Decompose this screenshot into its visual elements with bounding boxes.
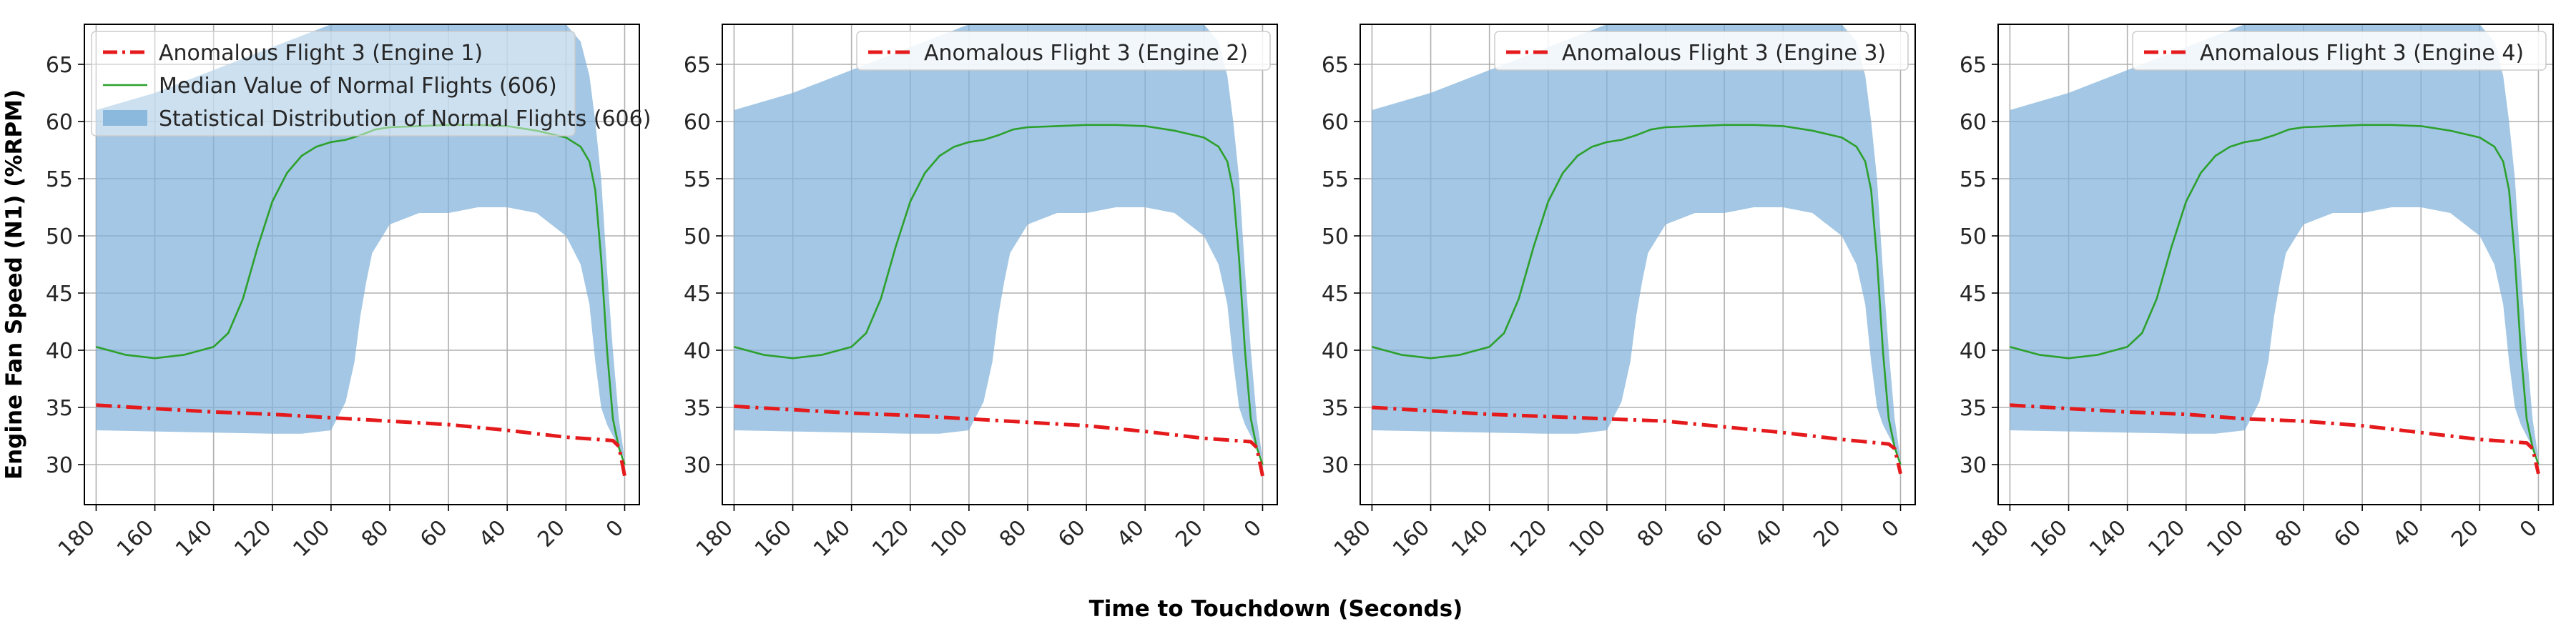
median-line: [96, 124, 626, 465]
panel-2-ytick-label: 35: [684, 396, 711, 421]
anomalous-line: [734, 404, 1264, 477]
legend-label: Anomalous Flight 3 (Engine 2): [924, 41, 1248, 66]
panel-4-ytick-label: 50: [1960, 224, 1987, 249]
panel-2-legend-box: [856, 31, 1271, 71]
panel-2-data: [734, 24, 1264, 477]
legend-label: Anomalous Flight 3 (Engine 1): [159, 41, 483, 66]
panel-4-data: [2010, 24, 2540, 475]
panel-1-ytick-label: 65: [46, 53, 73, 78]
anomalous-line: [2010, 403, 2540, 475]
panel-4-legend: Anomalous Flight 3 (Engine 4): [2132, 31, 2547, 71]
panel-3-legend-box: [1494, 31, 1909, 71]
panel-4-ytick-label: 55: [1960, 167, 1987, 192]
panel-3-ytick-label: 65: [1322, 53, 1349, 78]
panel-2-ytick-label: 45: [684, 282, 711, 307]
panel-3-legend: Anomalous Flight 3 (Engine 3): [1494, 31, 1909, 71]
legend-label: Statistical Distribution of Normal Fligh…: [159, 107, 651, 132]
panel-4-ytick-label: 60: [1960, 110, 1987, 135]
panel-4-ytick-label: 45: [1960, 282, 1987, 307]
panel-1-legend-box: [91, 31, 576, 137]
distribution-band: [96, 24, 625, 459]
panel-4-legend-box: [2132, 31, 2547, 71]
panel-1-frame: [84, 24, 640, 505]
panel-3-frame: [1360, 24, 1916, 505]
distribution-band: [734, 24, 1263, 459]
panel-4-frame: [1997, 24, 2554, 505]
panel-1-ytick-label: 55: [46, 167, 73, 192]
y-axis-title: Engine Fan Speed (N1) (%RPM): [1, 89, 27, 480]
panel-1-ytick-label: 35: [46, 396, 73, 421]
legend-distribution-handle: [103, 110, 147, 126]
panel-2-ytick-label: 55: [684, 167, 711, 192]
panel-2-ytick-label: 65: [684, 53, 711, 78]
panel-2-ytick-label: 30: [684, 453, 711, 478]
panel-3-ytick-label: 55: [1322, 167, 1349, 192]
legend-label: Anomalous Flight 3 (Engine 4): [2200, 41, 2524, 66]
panel-2-ytick-label: 40: [684, 339, 711, 364]
median-line: [2010, 124, 2540, 465]
panel-3-ytick-label: 35: [1322, 396, 1349, 421]
panel-3-data: [1372, 24, 1902, 475]
panel-1-data: [96, 24, 626, 477]
panel-2-ytick-label: 60: [684, 110, 711, 135]
panel-3-ytick-label: 60: [1322, 110, 1349, 135]
panel-2-legend: Anomalous Flight 3 (Engine 2): [856, 31, 1271, 71]
panel-1-ytick-label: 50: [46, 224, 73, 249]
panel-1-ytick-label: 45: [46, 282, 73, 307]
panel-4-ytick-label: 30: [1960, 453, 1987, 478]
panel-2-ytick-label: 50: [684, 224, 711, 249]
anomalous-line: [96, 403, 626, 477]
panel-1-ytick-label: 40: [46, 339, 73, 364]
median-line: [1372, 124, 1902, 465]
panel-1-ytick-label: 60: [46, 110, 73, 135]
panel-4-ytick-label: 65: [1960, 53, 1987, 78]
panel-3-ytick-label: 45: [1322, 282, 1349, 307]
panel-1-legend: Anomalous Flight 3 (Engine 1) Median Valu…: [91, 31, 651, 137]
legend-label: Anomalous Flight 3 (Engine 3): [1562, 41, 1886, 66]
median-line: [734, 124, 1264, 465]
panel-3-ytick-label: 30: [1322, 453, 1349, 478]
panel-3-ytick-label: 40: [1322, 339, 1349, 364]
panel-1-ytick-label: 30: [46, 453, 73, 478]
distribution-band: [1372, 24, 1901, 459]
anomalous-line: [1372, 405, 1902, 475]
distribution-band: [2010, 24, 2539, 459]
panel-2-frame: [722, 24, 1278, 505]
legend-label: Median Value of Normal Flights (606): [159, 74, 557, 99]
panel-4-ytick-label: 40: [1960, 339, 1987, 364]
panel-4-ytick-label: 35: [1960, 396, 1987, 421]
x-axis-title: Time to Touchdown (Seconds): [1089, 596, 1463, 622]
panel-3-ytick-label: 50: [1322, 224, 1349, 249]
